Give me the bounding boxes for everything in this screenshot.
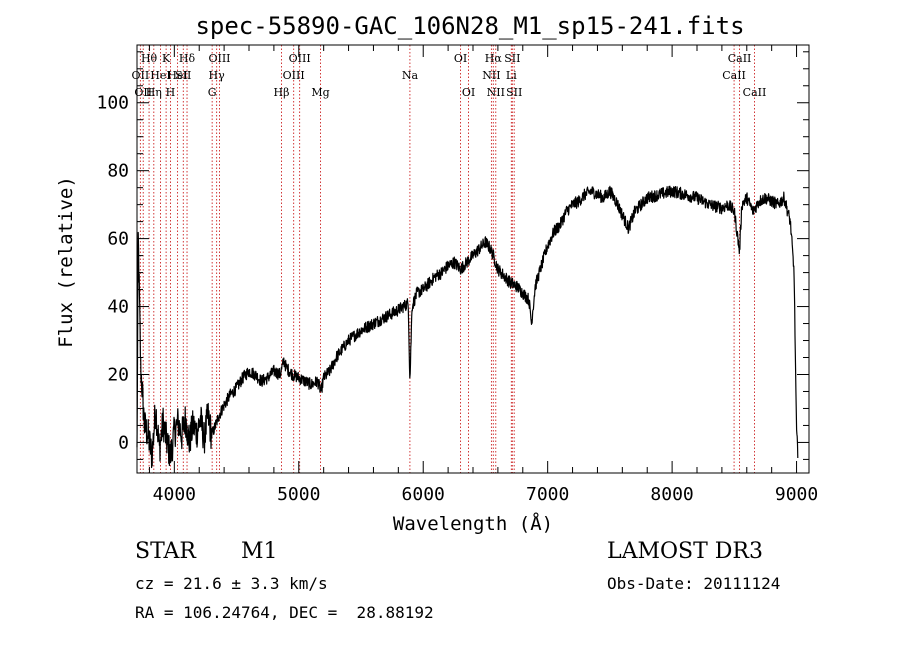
- spectral-line-labels: OIIOIIHθHηHeIKHHeISIIHδGHγOIIIHβOIIIOIII…: [132, 52, 767, 99]
- spectral-line-label: Hα: [485, 52, 503, 65]
- spectral-line-label: Hβ: [274, 86, 290, 99]
- spectral-line-label: K: [162, 52, 171, 65]
- plot-frame: [136, 44, 810, 474]
- spectral-line-label: G: [208, 86, 217, 99]
- spectral-line-label: HeI: [150, 69, 170, 82]
- x-tick-label: 4000: [153, 484, 196, 505]
- spectral-line-label: HeI: [167, 69, 187, 82]
- spectral-line-label: OI: [454, 52, 467, 65]
- chart-title: spec-55890-GAC_106N28_M1_sp15-241.fits: [195, 12, 744, 40]
- spectral-line-label: CaII: [743, 86, 767, 99]
- flux-series-line: [136, 185, 799, 469]
- x-axis-label: Wavelength (Å): [393, 512, 553, 535]
- spectral-line-label: SII: [504, 52, 520, 65]
- spectral-line-label: Mg: [311, 86, 329, 99]
- y-tick-label: 60: [107, 229, 129, 250]
- spectral-line-label: OI: [462, 86, 475, 99]
- x-tick-label: 9000: [775, 484, 818, 505]
- object-subclass: M1: [241, 539, 278, 564]
- y-axis: 0 20 40 60 80 100: [96, 51, 809, 460]
- y-tick-label: 20: [107, 364, 129, 385]
- spectral-line-label: NII: [487, 86, 505, 99]
- spectral-line-label: OII: [134, 86, 152, 99]
- spectral-line-label: Hη: [146, 86, 162, 99]
- spectral-line-label: NII: [482, 69, 500, 82]
- spectral-line-label: OIII: [208, 52, 230, 65]
- x-tick-label: 5000: [277, 484, 320, 505]
- spectral-line-label: Na: [402, 69, 419, 82]
- x-tick-label: 6000: [402, 484, 445, 505]
- spectrum-chart: spec-55890-GAC_106N28_M1_sp15-241.fits O…: [55, 12, 818, 535]
- spectral-line-label: SII: [175, 69, 191, 82]
- spectral-line-label: Li: [506, 69, 517, 82]
- y-tick-label: 40: [107, 297, 129, 318]
- spectral-line-label: OIII: [283, 69, 305, 82]
- spectral-line-label: CaII: [722, 69, 746, 82]
- redshift-readout: cz = 21.6 ± 3.3 km/s: [135, 574, 328, 593]
- spectral-line-label: Hγ: [209, 69, 226, 82]
- spectral-line-label: H: [166, 86, 176, 99]
- x-axis: 4000 5000 6000 7000 8000 9000: [148, 45, 818, 505]
- x-tick-label: 8000: [650, 484, 693, 505]
- spectral-line-label: OIII: [289, 52, 311, 65]
- spectral-line-label: OII: [132, 69, 150, 82]
- spectral-line-label: SII: [506, 86, 522, 99]
- y-tick-label: 80: [107, 161, 129, 182]
- spectral-line-label: CaII: [728, 52, 752, 65]
- spectral-line-label: Hθ: [141, 52, 158, 65]
- y-tick-label: 100: [96, 93, 129, 114]
- coordinates-readout: RA = 106.24764, DEC = 28.88192: [135, 603, 434, 622]
- object-class: STAR: [135, 539, 196, 564]
- spectral-line-markers: [139, 45, 755, 473]
- y-axis-label: Flux (relative): [55, 176, 77, 348]
- spectral-line-label: Hδ: [179, 52, 196, 65]
- x-tick-label: 7000: [526, 484, 569, 505]
- y-tick-label: 0: [118, 432, 129, 453]
- observation-date: Obs-Date: 20111124: [607, 574, 781, 593]
- survey-name: LAMOST DR3: [607, 539, 763, 564]
